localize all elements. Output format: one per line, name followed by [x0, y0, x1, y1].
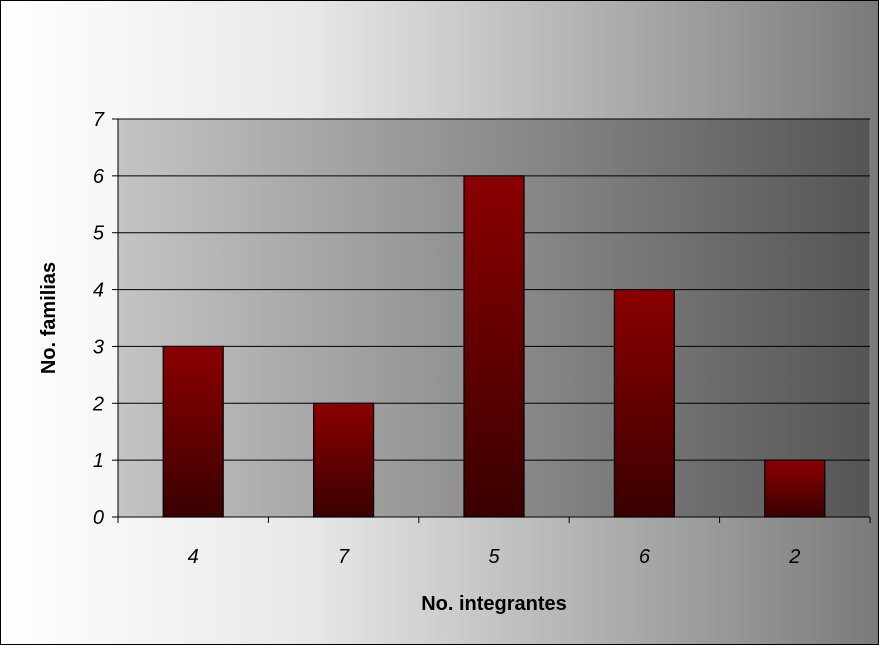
- y-tick-label: 7: [93, 109, 105, 131]
- x-tick-label: 6: [639, 546, 651, 568]
- bar-5: [463, 175, 525, 518]
- x-axis-title: No. integrantes: [421, 593, 567, 615]
- x-tick-label: 5: [488, 546, 500, 568]
- bar-4: [162, 345, 224, 518]
- y-tick-label: 6: [93, 166, 105, 188]
- y-tick-label: 3: [93, 336, 104, 358]
- bars: [162, 175, 826, 518]
- y-tick-label: 2: [92, 393, 104, 415]
- bar-6: [613, 288, 676, 518]
- axes: [112, 118, 871, 523]
- x-tick-labels: 4 7 5 6 2: [188, 546, 801, 568]
- x-tick-label: 2: [788, 546, 800, 568]
- y-tick-label: 5: [93, 223, 105, 245]
- y-axis-title: No. familias: [38, 262, 60, 374]
- y-tick-labels: 0 1 2 3 4 5 6 7: [92, 109, 105, 529]
- x-tick-label: 4: [188, 546, 199, 568]
- y-tick-label: 0: [93, 507, 104, 529]
- y-tick-label: 4: [93, 280, 104, 302]
- y-tick-label: 1: [93, 450, 104, 472]
- bar-2: [764, 459, 826, 518]
- x-tick-label: 7: [338, 546, 350, 568]
- bar-7: [313, 402, 375, 518]
